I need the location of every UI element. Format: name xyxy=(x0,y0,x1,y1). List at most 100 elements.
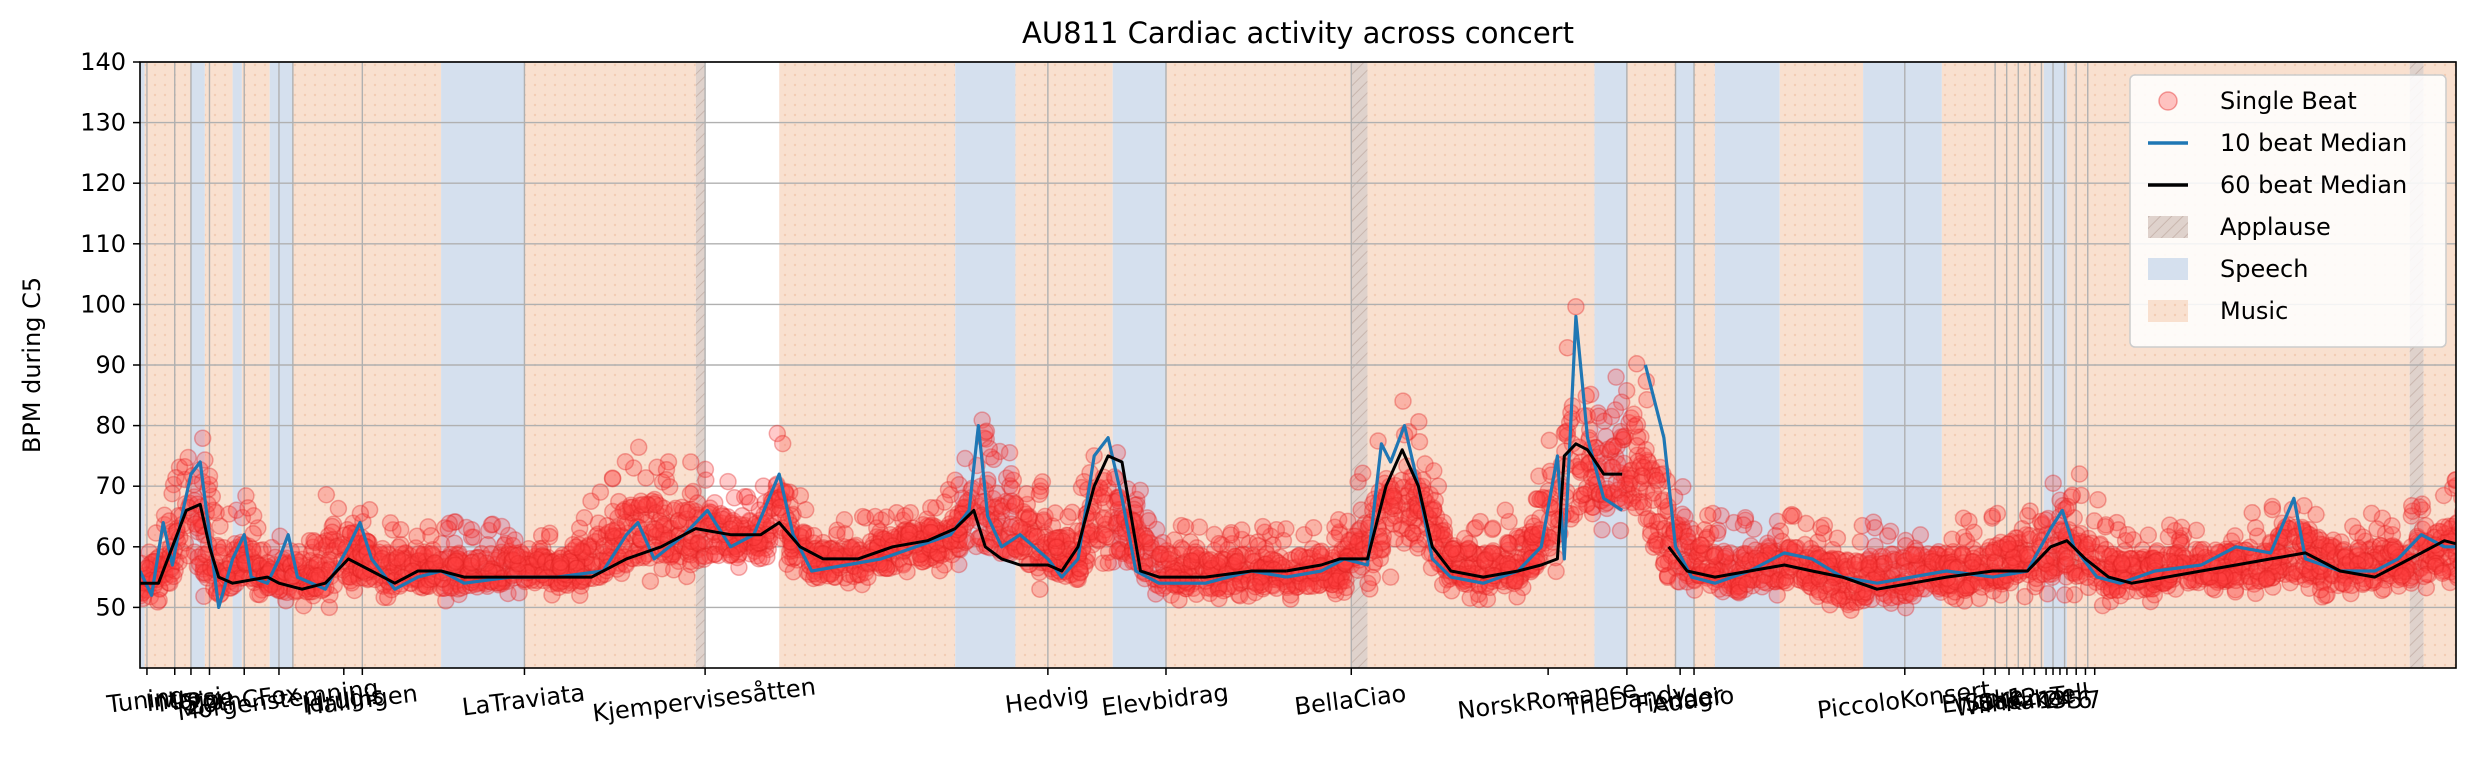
single-beat-point xyxy=(252,559,271,577)
single-beat-point xyxy=(1138,530,1156,548)
single-beat-point xyxy=(1607,473,1626,491)
single-beat-point xyxy=(1359,574,1377,593)
single-beat-point xyxy=(2467,516,2476,532)
single-beat-point xyxy=(360,501,379,519)
single-beat-point xyxy=(1099,554,1118,572)
grid-lines xyxy=(140,61,2456,668)
single-beat-point xyxy=(379,557,397,575)
single-beat-point xyxy=(195,565,214,584)
single-beat-point xyxy=(385,564,404,582)
single-beat-point xyxy=(1878,527,1897,545)
single-beat-point xyxy=(358,570,377,589)
single-beat-point xyxy=(2383,517,2401,535)
single-beat-point xyxy=(2300,579,2318,597)
single-beat-point xyxy=(2469,518,2476,534)
single-beat-point xyxy=(2472,528,2476,544)
single-beat-point xyxy=(567,538,585,556)
single-beat-point xyxy=(301,552,320,570)
single-beat-point xyxy=(784,563,803,581)
single-beat-point xyxy=(1577,387,1595,405)
single-beat-point xyxy=(682,453,700,471)
single-beat-point xyxy=(646,520,665,539)
single-beat-point xyxy=(306,533,324,552)
single-beat-point xyxy=(2058,549,2076,568)
single-beat-point xyxy=(1992,586,2010,604)
single-beat-point xyxy=(375,588,393,607)
single-beat-point xyxy=(866,507,884,526)
single-beat-point xyxy=(616,452,635,471)
single-beat-point xyxy=(953,489,972,508)
single-beat-point xyxy=(1627,355,1646,373)
x-tick-label-9: Kjempervisesåtten xyxy=(591,671,817,727)
single-beat-point xyxy=(506,531,524,549)
single-beat-point xyxy=(2263,500,2282,519)
single-beat-point xyxy=(373,539,392,558)
single-beat-point xyxy=(340,568,359,586)
single-beat-point xyxy=(320,598,339,617)
single-beat-point xyxy=(1483,520,1502,539)
single-beat-point xyxy=(2470,524,2476,540)
single-beat-point xyxy=(1246,577,1264,596)
single-beat-point xyxy=(2459,510,2475,526)
single-beat-point xyxy=(2468,515,2476,531)
single-beat-point xyxy=(570,519,589,538)
single-beat-point xyxy=(1410,412,1428,431)
single-beat-point xyxy=(336,567,355,586)
single-beat-point xyxy=(1853,516,1872,535)
single-beat-point xyxy=(1821,596,1839,614)
single-beat-point xyxy=(2139,526,2158,544)
single-beat-point xyxy=(753,549,771,567)
single-beat-point xyxy=(1394,392,1412,410)
y-tick-label-100: 100 xyxy=(80,290,126,318)
single-beat-point xyxy=(1425,500,1443,519)
single-beat-point xyxy=(148,593,167,611)
single-beat-point xyxy=(195,587,213,606)
single-beat-point xyxy=(348,564,366,583)
single-beat-point xyxy=(176,457,194,476)
single-beat-point xyxy=(629,438,648,457)
single-beat-point xyxy=(980,439,999,458)
single-beat-point xyxy=(317,556,335,575)
single-beat-point xyxy=(308,553,327,571)
single-beat-point xyxy=(603,469,622,487)
single-beat-point xyxy=(425,554,444,572)
single-beat-point xyxy=(341,568,360,586)
legend-label-2: 60 beat Median xyxy=(2220,171,2407,199)
single-beat-point xyxy=(388,549,407,567)
single-beat-point xyxy=(696,547,714,566)
single-beat-point xyxy=(2079,535,2097,554)
single-beat-point xyxy=(1002,465,1020,483)
single-beat-point xyxy=(301,558,319,577)
single-beat-point xyxy=(1691,536,1710,554)
single-beat-point xyxy=(2469,522,2476,538)
single-beat-point xyxy=(2463,527,2476,543)
single-beat-point xyxy=(220,505,238,523)
single-beat-point xyxy=(1781,507,1800,525)
single-beat-point xyxy=(2246,519,2265,537)
single-beat-point xyxy=(2467,478,2476,494)
single-beat-point xyxy=(2460,516,2476,532)
single-beat-point xyxy=(2044,474,2062,492)
single-beat-point xyxy=(321,531,339,549)
single-beat-point xyxy=(1170,591,1188,609)
single-beat-point xyxy=(323,517,342,536)
single-beat-point xyxy=(2402,497,2421,515)
single-beat-point xyxy=(1508,588,1526,606)
single-beat-point xyxy=(2466,505,2476,521)
single-beat-point xyxy=(140,589,152,608)
single-beat-point xyxy=(1386,530,1404,548)
single-beat-point xyxy=(249,585,267,604)
single-beat-point xyxy=(249,519,267,537)
single-beat-point xyxy=(2070,465,2089,483)
single-beat-point xyxy=(185,543,204,561)
single-beat-point xyxy=(796,501,815,519)
single-beat-point xyxy=(1000,443,1019,462)
single-beat-point xyxy=(2038,585,2057,603)
single-beat-point xyxy=(274,562,292,581)
single-beat-point xyxy=(373,546,392,564)
y-axis-label: BPM during C5 xyxy=(18,277,46,453)
single-beat-point xyxy=(510,584,528,602)
single-beat-point xyxy=(300,532,319,550)
single-beat-point xyxy=(344,564,362,583)
single-beat-point xyxy=(251,585,269,604)
